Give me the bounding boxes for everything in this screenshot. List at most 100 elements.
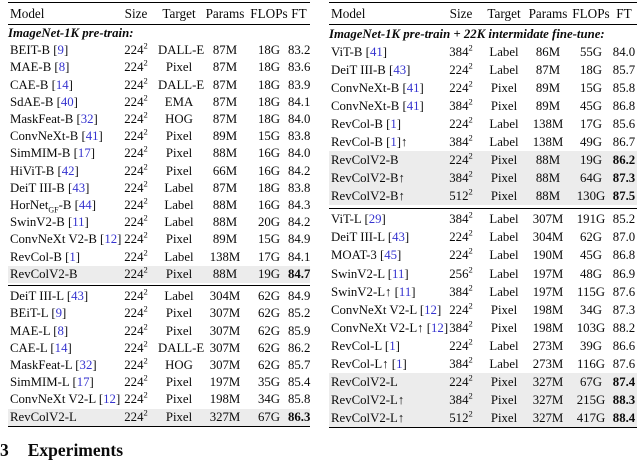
citation-link[interactable]: 44 [78, 197, 92, 212]
target-cell: Label [489, 266, 519, 281]
target-cell: Pixel [490, 80, 518, 95]
citation-link[interactable]: 11 [392, 266, 405, 281]
model-subscript: GF [48, 205, 59, 215]
flops-cell: 18G [579, 62, 603, 77]
citation-link[interactable]: 32 [80, 112, 94, 127]
size-exponent: 2 [143, 178, 148, 189]
pretrain-section-label: ImageNet-1K pre-train: [8, 26, 134, 41]
flops-cell: 15G [257, 232, 281, 247]
model-cell: SwinV2-L [11] [331, 266, 409, 281]
citation-link[interactable]: 12 [431, 320, 444, 335]
citation-link[interactable]: 1 [396, 356, 403, 371]
size-cell: 3842 [449, 318, 473, 335]
ft-cell: 84.9 [288, 289, 311, 304]
table-row: HorNetGF-B [44] 2242 Label 88M 16G 84.3 [8, 196, 310, 215]
target-cell: Label [489, 116, 519, 131]
citation-link[interactable]: 43 [393, 62, 407, 77]
citation-link[interactable]: 1 [69, 249, 76, 264]
model-cell: RevColV2-B [10, 266, 78, 281]
size-cell: 2562 [449, 264, 473, 281]
citation-link[interactable]: 9 [55, 306, 63, 321]
size-exponent: 2 [143, 390, 148, 401]
citation-link[interactable]: 43 [72, 180, 86, 195]
size-exponent: 2 [143, 230, 148, 241]
params-cell: 89M [535, 98, 561, 113]
table-row: RevColV2-B 2242 Pixel 88M 19G 84.7 [8, 265, 310, 283]
model-cell: MAE-B [8] [10, 60, 70, 75]
section-number: 3 [0, 440, 9, 460]
flops-cell: 45G [579, 98, 603, 113]
citation-link[interactable]: 11 [72, 215, 85, 230]
model-cell: RevColV2-L↑ [331, 410, 405, 425]
ft-cell: 86.9 [612, 266, 636, 281]
citation-link[interactable]: 41 [406, 80, 420, 95]
citation-link[interactable]: 9 [57, 43, 64, 58]
citation-link[interactable]: 1 [390, 116, 397, 131]
citation-link[interactable]: 11 [398, 284, 412, 299]
citation-link[interactable]: 42 [61, 163, 75, 178]
params-cell: 88M [212, 215, 238, 230]
citation-link[interactable]: 32 [79, 358, 93, 373]
target-cell: Label [489, 212, 519, 227]
ft-cell: 84.1 [288, 94, 311, 109]
size-cell: 2242 [124, 355, 148, 373]
ft-cell: 87.3 [612, 302, 636, 317]
target-cell: Pixel [490, 392, 518, 407]
size-cell: 2242 [449, 60, 473, 77]
params-cell: 87M [212, 77, 238, 92]
table-row: RevCol-B [1] 2242 Label 138M 17G 85.6 [329, 115, 637, 133]
size-exponent: 2 [468, 60, 473, 71]
citation-link[interactable]: 12 [104, 232, 118, 247]
table-row: ViT-L [29] 3842 Label 307M 191G 85.2 [329, 211, 637, 229]
citation-link[interactable]: 17 [77, 146, 91, 161]
size-exponent: 2 [468, 132, 473, 143]
table-header-rule [329, 24, 637, 25]
model-cell: DeiT III-B [43] [10, 180, 90, 195]
size-exponent: 2 [143, 58, 148, 69]
table-row: SimMIM-L [17] 2242 Pixel 197M 35G 85.4 [8, 374, 310, 391]
citation-link[interactable]: 41 [406, 98, 420, 113]
params-cell: 327M [532, 374, 564, 389]
target-cell: Label [164, 197, 194, 212]
flops-cell: 35G [257, 375, 281, 390]
target-cell: Pixel [490, 188, 518, 203]
citation-link[interactable]: 14 [54, 340, 68, 355]
params-cell: 197M [209, 375, 241, 390]
model-cell: DeiT III-L [43] [331, 230, 410, 245]
citation-link[interactable]: 29 [368, 212, 382, 227]
citation-link[interactable]: 17 [76, 375, 90, 390]
ft-cell: 85.7 [288, 358, 311, 373]
citation-link[interactable]: 1 [390, 134, 397, 149]
table-row: RevColV2-B 2242 Pixel 88M 19G 86.2 [329, 151, 637, 170]
table-row: ConvNeXt V2-B [12] 2242 Pixel 89M 15G 84.9 [8, 231, 310, 248]
citation-link[interactable]: 45 [384, 248, 398, 263]
citation-link[interactable]: 1 [389, 338, 396, 353]
target-cell: DALL-E [158, 340, 205, 355]
model-cell: HiViT-B [42] [10, 163, 79, 178]
citation-link[interactable]: 40 [60, 94, 74, 109]
citation-link[interactable]: 43 [71, 289, 84, 304]
paper-table-right: Model Size Target Params FLOPs FT ImageN… [329, 2, 637, 429]
model-cell: SwinV2-L↑ [11] [331, 284, 416, 299]
ft-cell: 87.4 [612, 374, 636, 389]
citation-link[interactable]: 43 [392, 230, 405, 245]
size-cell: 2242 [124, 407, 148, 424]
flops-cell: 62G [257, 358, 281, 373]
citation-link[interactable]: 12 [424, 302, 437, 317]
params-cell: 138M [532, 116, 564, 131]
citation-link[interactable]: 14 [55, 77, 69, 92]
ft-cell: 86.2 [612, 152, 636, 167]
citation-link[interactable]: 8 [58, 60, 66, 75]
flops-cell: 18G [257, 43, 281, 58]
flops-cell: 16G [257, 197, 281, 212]
ft-cell: 86.8 [612, 248, 636, 263]
model-cell: CAE-B [14] [10, 77, 73, 92]
citation-link[interactable]: 8 [57, 323, 64, 338]
size-cell: 2242 [124, 390, 148, 407]
citation-link[interactable]: 41 [369, 44, 383, 59]
citation-link[interactable]: 12 [103, 392, 116, 407]
params-cell: 198M [532, 320, 564, 335]
size-exponent: 2 [143, 247, 148, 258]
citation-link[interactable]: 41 [85, 129, 99, 144]
size-exponent: 2 [468, 282, 473, 293]
